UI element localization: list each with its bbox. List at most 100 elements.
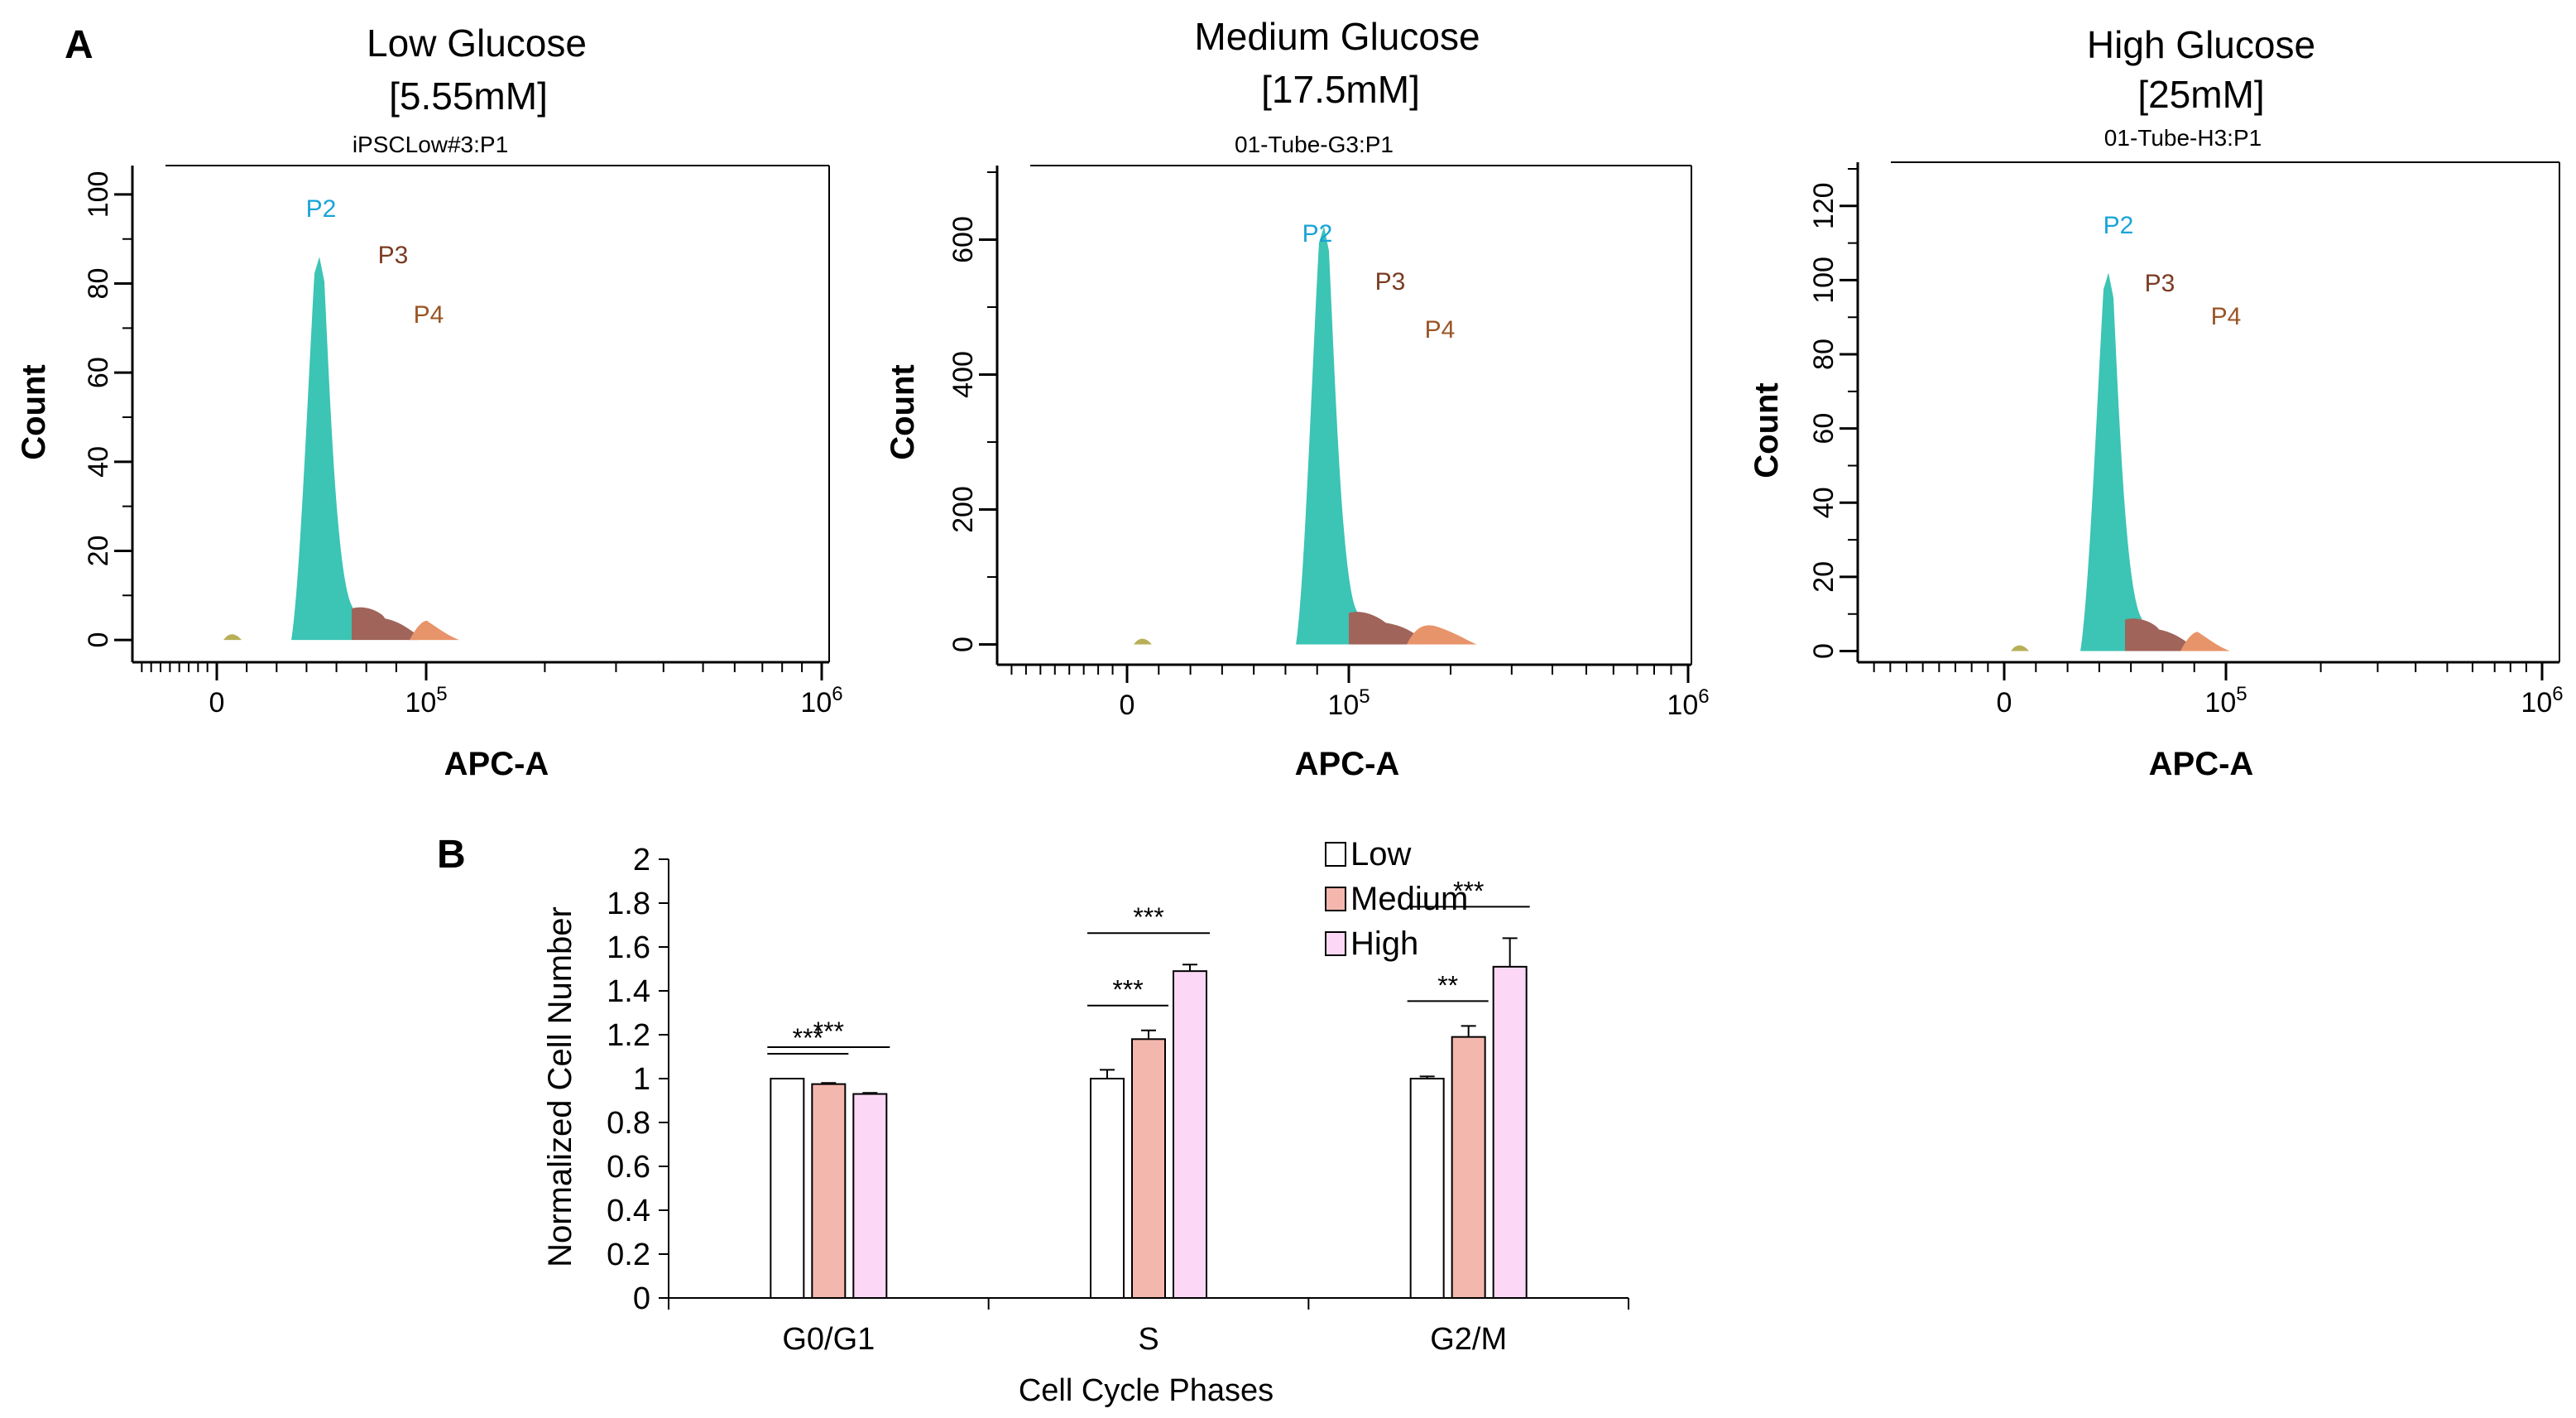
hist-high-ylabel: Count bbox=[1749, 382, 1785, 478]
bar-ylabel: Normalized Cell Number bbox=[542, 906, 578, 1267]
y-tick-label: 400 bbox=[947, 351, 979, 398]
bar-category-label: G2/M bbox=[1430, 1322, 1507, 1357]
bar-y-tick-label: 1.8 bbox=[607, 887, 650, 921]
p3-region-area bbox=[352, 607, 418, 641]
y-tick-label: 80 bbox=[1808, 339, 1840, 370]
bar-y-tick-label: 1.2 bbox=[607, 1018, 650, 1053]
y-tick-label: 120 bbox=[1808, 182, 1840, 229]
legend-label-high: High bbox=[1350, 925, 1418, 962]
bar-high bbox=[1492, 965, 1528, 1299]
hist-low-subtitle: iPSCLow#3:P1 bbox=[353, 132, 508, 157]
hist-medium-ylabel: Count bbox=[885, 364, 921, 460]
x-tick-label: 105 bbox=[405, 683, 447, 719]
p4-region-area bbox=[2180, 632, 2230, 651]
significance-label: *** bbox=[1453, 876, 1484, 906]
hist-low-xlabel: APC-A bbox=[444, 746, 549, 782]
p2-peak-area bbox=[1296, 226, 1357, 645]
y-tick-label: 80 bbox=[83, 268, 114, 300]
gate-label-p3: P3 bbox=[2145, 270, 2175, 297]
legend-label-low: Low bbox=[1350, 836, 1411, 872]
significance-label: *** bbox=[813, 1017, 844, 1046]
hist-medium-title-line1: Medium Glucose bbox=[1194, 15, 1480, 58]
panel-a-letter: A bbox=[65, 23, 94, 67]
p4-region-area bbox=[410, 620, 459, 641]
histogram-high: 0 20 40 60 80 100 120 0 105 106 P2 P3 P4 bbox=[1808, 161, 2564, 719]
hist-medium-xlabel: APC-A bbox=[1295, 746, 1400, 782]
y-tick-label: 20 bbox=[83, 536, 114, 567]
hist-low-title-line1: Low Glucose bbox=[367, 22, 587, 65]
y-tick-label: 0 bbox=[947, 637, 979, 652]
bar-y-tick-label: 1.4 bbox=[607, 974, 650, 1009]
bar-chart: 0 0.2 0.4 0.6 0.8 1 1.2 1.4 1.6 1.8 2 G0/G1 S G2/M Nor… bbox=[542, 836, 1629, 1408]
y-tick-label: 20 bbox=[1808, 561, 1840, 593]
hist-high-titles: High Glucose [25mM] 01-Tube-H3:P1 bbox=[2087, 23, 2315, 151]
significance-label: *** bbox=[1133, 902, 1163, 932]
hist-low-titles: Low Glucose [5.55mM] iPSCLow#3:P1 bbox=[353, 22, 587, 157]
bar-y-tick-label: 0.4 bbox=[607, 1194, 650, 1228]
legend-label-medium: Medium bbox=[1350, 881, 1468, 917]
x-tick-label: 105 bbox=[2204, 683, 2247, 719]
p2-peak-area bbox=[2080, 272, 2142, 651]
x-tick-label: 106 bbox=[1667, 685, 1709, 721]
significance-label: *** bbox=[1112, 975, 1143, 1005]
y-tick-label: 60 bbox=[83, 357, 114, 388]
hist-high-xlabel: APC-A bbox=[2149, 746, 2254, 782]
p3-region-area bbox=[1349, 612, 1423, 645]
hist-low-ylabel: Count bbox=[16, 364, 52, 460]
x-tick-label: 105 bbox=[1327, 685, 1370, 721]
x-tick-label: 0 bbox=[1120, 690, 1135, 721]
gate-label-p4: P4 bbox=[1425, 316, 1456, 344]
hist-high-title-line1: High Glucose bbox=[2087, 23, 2315, 66]
histogram-low: 0 20 40 60 80 100 0 105 106 P2 P3 P4 bbox=[83, 165, 843, 719]
bar-high bbox=[1173, 970, 1207, 1300]
bar-low bbox=[770, 1078, 805, 1299]
x-tick-label: 106 bbox=[800, 683, 842, 719]
bar-medium bbox=[1131, 1038, 1166, 1300]
hist-medium-title-line2: [17.5mM] bbox=[1261, 68, 1420, 111]
debris-area bbox=[223, 634, 242, 641]
histogram-medium: 0 200 400 600 0 105 106 P2 P3 P4 bbox=[947, 165, 1710, 721]
legend-swatch-low bbox=[1325, 842, 1346, 867]
p4-region-area bbox=[1407, 625, 1477, 645]
bar-y-tick-label: 0.2 bbox=[607, 1238, 650, 1272]
bar-y-tick-label: 2 bbox=[633, 843, 650, 877]
significance-label: ** bbox=[1437, 970, 1458, 1000]
x-tick-label: 0 bbox=[1997, 687, 2012, 719]
y-tick-label: 40 bbox=[83, 446, 114, 478]
y-tick-label: 600 bbox=[947, 216, 979, 263]
hist-high-subtitle: 01-Tube-H3:P1 bbox=[2104, 125, 2262, 151]
hist-medium-subtitle: 01-Tube-G3:P1 bbox=[1235, 132, 1394, 157]
legend-swatch-medium bbox=[1325, 887, 1346, 911]
bar-xlabel: Cell Cycle Phases bbox=[1019, 1373, 1274, 1408]
hist-medium-titles: Medium Glucose [17.5mM] 01-Tube-G3:P1 bbox=[1194, 15, 1480, 157]
bar-category-label: S bbox=[1138, 1322, 1158, 1357]
y-tick-label: 0 bbox=[83, 632, 114, 648]
bar-y-tick-label: 1 bbox=[633, 1062, 650, 1097]
hist-low-title-line2: [5.55mM] bbox=[389, 75, 548, 118]
gate-label-p3: P3 bbox=[378, 242, 409, 269]
legend-swatch-high bbox=[1325, 931, 1346, 956]
y-tick-label: 100 bbox=[1808, 257, 1840, 304]
gate-label-p3: P3 bbox=[1375, 268, 1406, 296]
x-tick-label: 0 bbox=[209, 687, 225, 719]
bar-y-tick-label: 0.8 bbox=[607, 1106, 650, 1141]
gate-label-p4: P4 bbox=[414, 301, 444, 329]
y-tick-label: 40 bbox=[1808, 487, 1840, 518]
debris-area bbox=[2011, 645, 2029, 651]
bar-category-label: G0/G1 bbox=[782, 1322, 875, 1357]
bar-low bbox=[1409, 1078, 1445, 1299]
bar-low bbox=[1090, 1078, 1125, 1299]
debris-area bbox=[1134, 638, 1152, 645]
hist-high-title-line2: [25mM] bbox=[2137, 73, 2264, 116]
y-tick-label: 60 bbox=[1808, 413, 1840, 445]
gate-label-p2: P2 bbox=[306, 195, 337, 223]
bar-y-tick-label: 0 bbox=[633, 1281, 650, 1316]
bar-high bbox=[852, 1093, 888, 1300]
gate-label-p4: P4 bbox=[2211, 303, 2242, 330]
y-tick-label: 0 bbox=[1808, 643, 1840, 659]
bar-y-tick-label: 1.6 bbox=[607, 930, 650, 965]
bar-medium bbox=[811, 1083, 847, 1299]
bar-y-tick-label: 0.6 bbox=[607, 1150, 650, 1185]
panel-b-letter: B bbox=[437, 833, 466, 877]
